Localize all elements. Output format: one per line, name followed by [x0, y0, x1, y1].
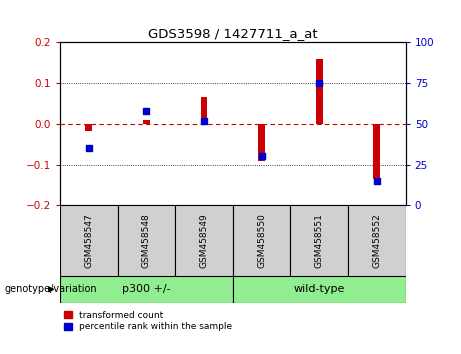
- Title: GDS3598 / 1427711_a_at: GDS3598 / 1427711_a_at: [148, 27, 318, 40]
- Text: genotype/variation: genotype/variation: [5, 284, 97, 295]
- Point: [200, 118, 207, 124]
- Text: GSM458551: GSM458551: [315, 213, 324, 268]
- Point: [258, 154, 266, 159]
- Bar: [60, 205, 118, 276]
- Point: [315, 80, 323, 86]
- Text: GSM458548: GSM458548: [142, 213, 151, 268]
- Text: wild-type: wild-type: [294, 284, 345, 295]
- Bar: [373, 124, 380, 179]
- Bar: [143, 120, 150, 124]
- Point: [85, 145, 92, 151]
- Bar: [118, 205, 175, 276]
- Text: GSM458549: GSM458549: [200, 213, 208, 268]
- Text: GSM458550: GSM458550: [257, 213, 266, 268]
- Text: GSM458547: GSM458547: [84, 213, 93, 268]
- Bar: [201, 97, 207, 124]
- Text: GSM458552: GSM458552: [372, 213, 381, 268]
- Bar: [348, 205, 406, 276]
- Bar: [290, 205, 348, 276]
- Bar: [85, 124, 92, 131]
- Bar: [175, 205, 233, 276]
- Bar: [316, 59, 323, 124]
- Bar: [258, 124, 265, 161]
- Legend: transformed count, percentile rank within the sample: transformed count, percentile rank withi…: [65, 311, 232, 331]
- Text: p300 +/-: p300 +/-: [122, 284, 171, 295]
- Point: [142, 108, 150, 114]
- Bar: [233, 205, 290, 276]
- Bar: [60, 276, 233, 303]
- Bar: [233, 276, 406, 303]
- Point: [373, 178, 381, 184]
